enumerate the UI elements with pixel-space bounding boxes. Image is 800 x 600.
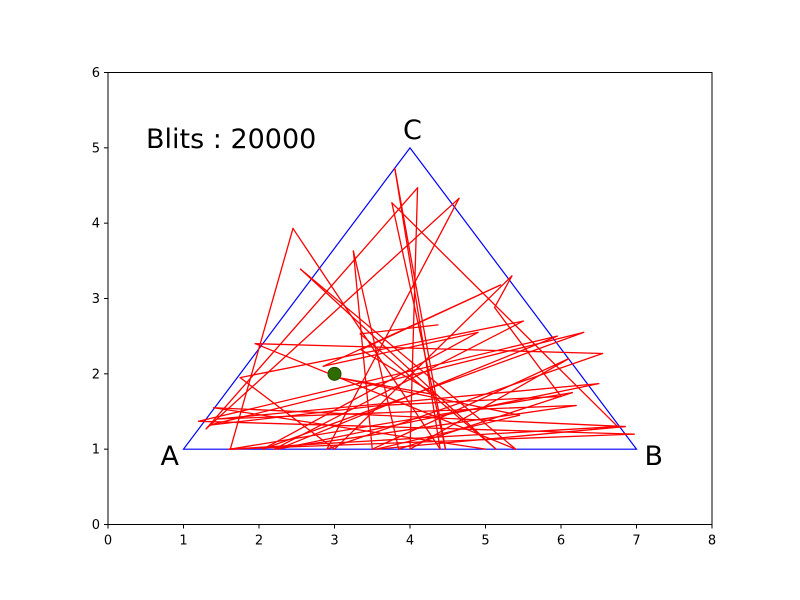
y-tick-label: 2: [92, 367, 100, 382]
x-tick-label: 6: [557, 534, 565, 549]
trajectory-segment: [337, 376, 521, 416]
trajectory-segment: [360, 349, 438, 396]
vertex-label-c: C: [403, 115, 422, 146]
trajectory-segment: [360, 284, 502, 351]
axes-frame: [107, 72, 713, 525]
y-tick-label: 6: [92, 66, 100, 81]
trajectory-segment: [379, 395, 562, 407]
trajectory-segment: [273, 320, 524, 450]
trajectory-segment: [277, 382, 600, 450]
trajectory-segment: [209, 404, 381, 426]
trajectory-segment: [205, 197, 460, 430]
trajectory-segment: [216, 382, 600, 420]
y-tick-label: 3: [92, 292, 100, 307]
y-tick-label: 0: [92, 518, 100, 533]
trajectory-segment: [205, 187, 419, 430]
x-tick-label: 8: [708, 534, 716, 549]
trajectory-segment: [322, 331, 479, 367]
trajectory-segment: [409, 358, 570, 450]
y-tick-label: 4: [92, 217, 100, 232]
x-axis-ticks: 0 1 2 3 4 5 6 7 8: [104, 524, 716, 549]
blits-annotation: Blits : 20000: [146, 124, 316, 155]
y-tick-label: 5: [92, 141, 100, 156]
x-tick-label: 1: [179, 534, 187, 549]
vertex-label-a: A: [161, 441, 180, 472]
trajectory-segment: [391, 202, 619, 428]
trajectory-segment: [254, 343, 604, 355]
trajectory-segment: [371, 358, 570, 450]
trajectory-segment: [239, 376, 336, 450]
trajectory-segment: [197, 335, 558, 422]
start-point-marker: [327, 366, 342, 381]
trajectory-segment: [228, 433, 635, 450]
x-tick-label: 0: [104, 534, 112, 549]
plot-area: A B C: [161, 115, 664, 472]
x-tick-label: 3: [330, 534, 338, 549]
x-tick-label: 5: [481, 534, 489, 549]
trajectory-segment: [254, 343, 517, 450]
trajectory-segment: [213, 407, 626, 428]
trajectory-segment: [493, 306, 562, 398]
trajectory-segment: [209, 331, 585, 426]
y-tick-label: 1: [92, 443, 100, 458]
trajectory-segment: [493, 275, 513, 309]
vertex-label-b: B: [645, 441, 664, 472]
x-tick-label: 4: [406, 534, 414, 549]
trajectory-segment: [213, 407, 487, 450]
y-axis-ticks: 0 1 2 3 4 5 6: [92, 66, 108, 533]
trajectory-segment: [359, 324, 439, 335]
trajectory-segment: [292, 227, 441, 450]
trajectory-segment: [391, 202, 447, 450]
x-tick-label: 7: [632, 534, 640, 549]
trajectory-segment: [375, 425, 626, 450]
trajectory-segment: [239, 320, 524, 379]
x-tick-label: 2: [255, 534, 263, 549]
trajectory-segment: [262, 331, 479, 450]
trajectory-segment: [262, 331, 585, 450]
